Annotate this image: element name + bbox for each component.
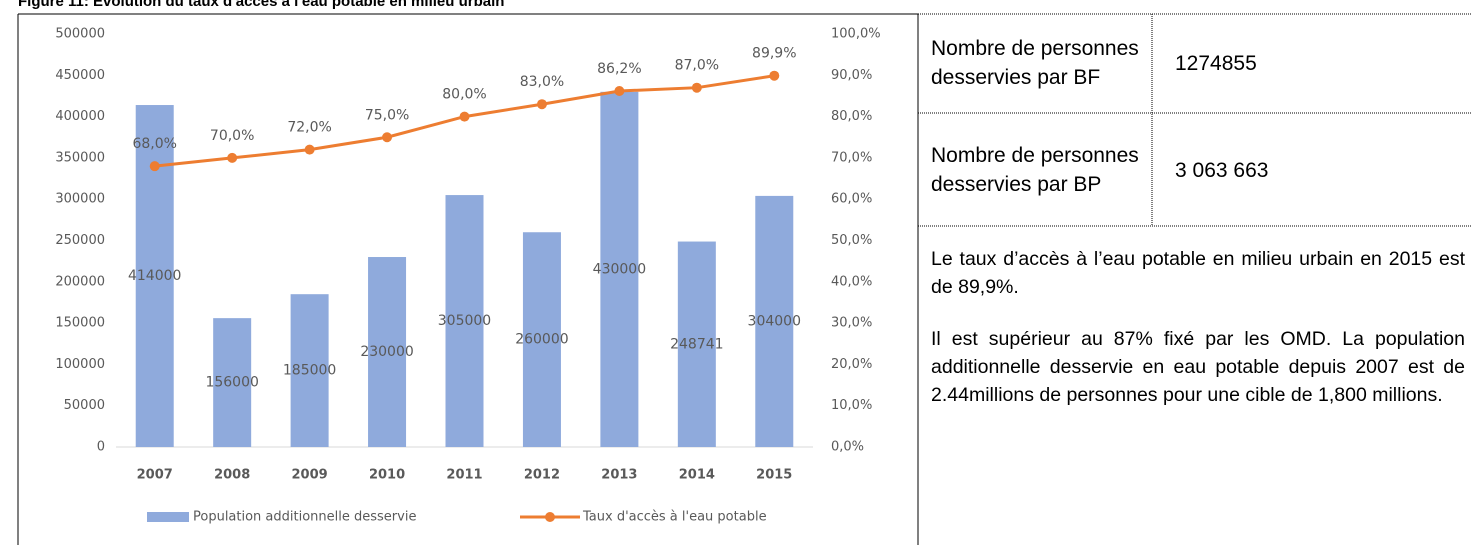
line-marker (149, 161, 160, 172)
y-tick-label: 100000 (55, 357, 105, 372)
y-tick-label: 50000 (64, 398, 105, 413)
line-value-label: 75,0% (365, 107, 409, 123)
y-tick-label: 250000 (55, 233, 105, 248)
y2-tick-label: 60,0% (831, 192, 872, 207)
line-value-label: 80,0% (442, 87, 486, 103)
table-cell: Nombre de personnes desservies par BF (931, 37, 1139, 89)
line-value-label: 68,0% (132, 136, 176, 152)
table-cell: 3 063 663 (1175, 159, 1269, 182)
legend-swatch (147, 512, 189, 522)
line-value-label: 72,0% (287, 120, 331, 136)
bar (600, 91, 639, 447)
bar-value-label: 156000 (205, 375, 258, 391)
line-marker (614, 85, 625, 96)
line-value-label: 70,0% (210, 128, 254, 144)
bar (755, 195, 794, 447)
bar-value-label: 414000 (128, 268, 181, 284)
bar-value-label: 230000 (360, 344, 413, 360)
x-tick-label: 2010 (369, 468, 405, 483)
bar (522, 232, 561, 447)
x-tick-label: 2008 (214, 468, 250, 483)
bar (368, 257, 407, 447)
y2-tick-label: 40,0% (831, 274, 872, 289)
y2-tick-label: 100,0% (831, 27, 881, 42)
x-tick-label: 2012 (524, 468, 560, 483)
bar-value-label: 305000 (438, 313, 491, 329)
bar (213, 318, 252, 447)
x-tick-label: 2007 (137, 468, 173, 483)
y2-tick-label: 70,0% (831, 150, 872, 165)
line-value-label: 87,0% (675, 58, 719, 74)
line-marker (769, 70, 780, 81)
bar-value-label: 248741 (670, 336, 723, 352)
y2-tick-label: 20,0% (831, 357, 872, 372)
bar-value-label: 304000 (748, 313, 801, 329)
legend-swatch (545, 512, 555, 522)
bar (445, 195, 484, 447)
legend-label: Population additionnelle desservie (193, 510, 416, 525)
line-marker (691, 82, 702, 93)
x-tick-label: 2009 (292, 468, 328, 483)
line-value-label: 86,2% (597, 61, 641, 77)
y2-tick-label: 80,0% (831, 109, 872, 124)
y2-tick-label: 30,0% (831, 316, 872, 331)
table-cell: Nombre de personnes desservies par BP (931, 144, 1139, 196)
bar (290, 294, 329, 447)
y2-tick-label: 10,0% (831, 398, 872, 413)
paragraph: Le taux d’accès à l’eau potable en milie… (931, 248, 1465, 298)
y-tick-label: 500000 (55, 27, 105, 42)
y-tick-label: 0 (97, 440, 105, 455)
legend-label: Taux d'accès à l'eau potable (582, 510, 767, 525)
bar-value-label: 185000 (283, 363, 336, 379)
y-tick-label: 400000 (55, 109, 105, 124)
line-marker (227, 152, 238, 163)
line-value-label: 89,9% (752, 46, 796, 62)
bar-value-label: 430000 (593, 261, 646, 277)
y-tick-label: 150000 (55, 316, 105, 331)
y-tick-label: 350000 (55, 150, 105, 165)
y2-tick-label: 0,0% (831, 440, 864, 455)
y2-tick-label: 50,0% (831, 233, 872, 248)
line-marker (304, 144, 315, 155)
line-value-label: 83,0% (520, 74, 564, 90)
x-tick-label: 2015 (756, 468, 792, 483)
table-cell: 1274855 (1175, 52, 1257, 75)
line-marker (459, 111, 470, 122)
y-tick-label: 300000 (55, 192, 105, 207)
paragraph: Il est supérieur au 87% fixé par les OMD… (931, 328, 1465, 406)
line-marker (536, 99, 547, 110)
y2-tick-label: 90,0% (831, 68, 872, 83)
x-tick-label: 2013 (601, 468, 637, 483)
bar (677, 241, 716, 447)
y-tick-label: 450000 (55, 68, 105, 83)
y-tick-label: 200000 (55, 274, 105, 289)
line-marker (382, 132, 393, 143)
bar-value-label: 260000 (515, 332, 568, 348)
figure-title: Figure 11: Évolution du taux d'accès à l… (18, 0, 505, 10)
x-tick-label: 2011 (446, 468, 482, 483)
x-tick-label: 2014 (679, 468, 715, 483)
